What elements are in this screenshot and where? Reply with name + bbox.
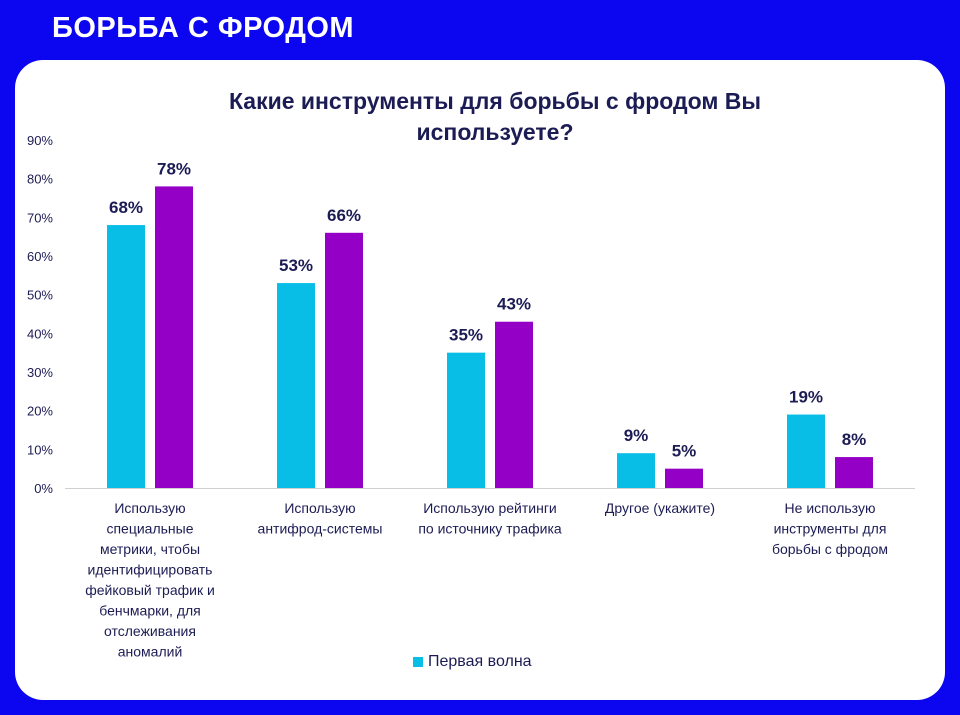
x-category-label-line: отслеживания <box>104 623 196 639</box>
data-label-series-1-cat-5: 19% <box>789 388 823 407</box>
x-category-label-line: Использую <box>284 500 355 516</box>
x-category-label-line: метрики, чтобы <box>100 541 200 557</box>
x-category-label-line: бенчмарки, для <box>99 603 201 619</box>
x-category-label-line: идентифицировать <box>88 562 213 578</box>
y-tick-label: 70% <box>27 210 53 225</box>
data-label-series-1-cat-3: 35% <box>449 326 483 345</box>
data-label-series-2-cat-3: 43% <box>497 295 531 314</box>
y-tick-label: 40% <box>27 326 53 341</box>
chart-card: Какие инструменты для борьбы с фродом Вы… <box>15 60 945 700</box>
bar-series-2-cat-5 <box>835 457 873 488</box>
x-category-label-4: Другое (укажите) <box>605 500 715 516</box>
data-label-series-2-cat-1: 78% <box>157 159 191 178</box>
chart-title: Какие инструменты для борьбы с фродом Вы… <box>228 88 762 145</box>
x-category-label-line: Использую <box>114 500 185 516</box>
legend: Первая волна <box>413 653 532 671</box>
page-title: БОРЬБА С ФРОДОМ <box>52 12 355 44</box>
x-category-label-2: Использую антифрод-системы <box>258 500 383 537</box>
bar-series-1-cat-3 <box>447 352 485 488</box>
y-tick-label: 10% <box>27 442 53 457</box>
bar-series-1-cat-4 <box>617 453 655 488</box>
data-label-series-1-cat-2: 53% <box>279 256 313 275</box>
x-category-label-line: Не использую <box>785 500 876 516</box>
y-tick-label: 80% <box>27 172 53 187</box>
x-category-label-1: Использую специальные метрики, чтобы иденти… <box>85 500 215 660</box>
x-category-label-line: антифрод-системы <box>258 521 383 537</box>
bar-chart: 0% 10% 20% 30% 40% 50% 60% 70% 80% 90% 68% 78% Испол… <box>27 133 915 660</box>
data-label-series-1-cat-4: 9% <box>624 426 649 445</box>
x-category-label-line: специальные <box>106 521 193 537</box>
y-tick-label: 20% <box>27 404 53 419</box>
bar-series-1-cat-2 <box>277 283 315 488</box>
y-tick-label: 30% <box>27 365 53 380</box>
bar-series-1-cat-5 <box>787 414 825 488</box>
x-category-label-line: Другое (укажите) <box>605 500 715 516</box>
x-category-label-line: по источнику трафика <box>418 521 562 537</box>
x-category-label-line: фейковый трафик и <box>85 582 215 598</box>
data-label-series-2-cat-2: 66% <box>327 206 361 225</box>
x-category-label-line: борьбы с фродом <box>772 541 888 557</box>
x-category-label-line: Использую рейтинги <box>423 500 557 516</box>
legend-swatch-series-1 <box>413 657 423 667</box>
y-tick-label: 60% <box>27 249 53 264</box>
bar-series-2-cat-1 <box>155 186 193 488</box>
x-category-label-3: Использую рейтинги по источнику трафика <box>418 500 562 537</box>
data-label-series-2-cat-5: 8% <box>842 430 867 449</box>
data-label-series-2-cat-4: 5% <box>672 442 697 461</box>
x-category-label-5: Не использую инструменты для борьбы с фрод… <box>772 500 888 557</box>
bar-series-2-cat-2 <box>325 232 363 488</box>
bar-series-2-cat-3 <box>495 321 533 488</box>
bar-series-1-cat-1 <box>107 225 145 489</box>
y-tick-label: 50% <box>27 288 53 303</box>
bar-series-2-cat-4 <box>665 468 703 488</box>
legend-label-series-1: Первая волна <box>428 653 532 670</box>
y-tick-label: 0% <box>34 481 53 496</box>
x-category-label-line: инструменты для <box>774 521 887 537</box>
data-label-series-1-cat-1: 68% <box>109 198 143 217</box>
x-category-label-line: аномалий <box>118 644 183 660</box>
y-tick-label: 90% <box>27 133 53 148</box>
